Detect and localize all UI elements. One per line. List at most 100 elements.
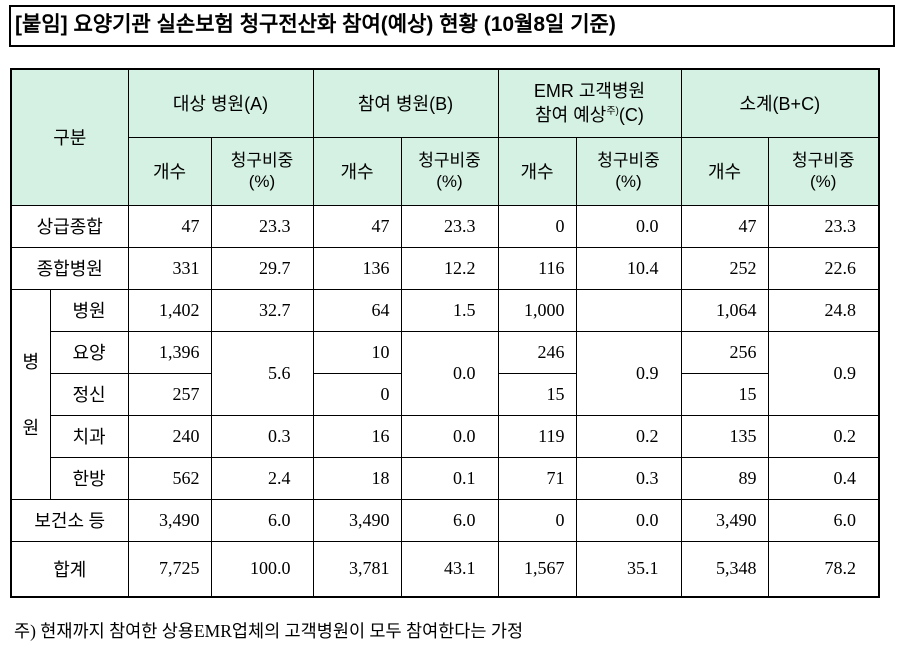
table-row-sanggeup: 상급종합 47 23.3 47 23.3 0 0.0 47 23.3 — [10, 204, 880, 248]
cell-c-count: 71 — [497, 456, 577, 500]
table-row-chigwa: 치과 240 0.3 16 0.0 119 0.2 135 0.2 — [11, 414, 880, 458]
table-row-byeongwon: 병 원 병원 1,402 32.7 64 1.5 1,000 1,064 24.… — [10, 288, 880, 500]
header-participating-hospital: 참여 병원(B) — [312, 68, 499, 138]
cell-b-share: 6.0 — [400, 498, 499, 542]
cell-a-share: 32.7 — [210, 288, 314, 332]
cell-c-share: 0.2 — [575, 414, 682, 458]
title-box: [붙임] 요양기관 실손보험 청구전산화 참여(예상) 현황 (10월8일 기준… — [9, 5, 895, 47]
cell-c-share-empty — [575, 288, 682, 332]
cell-bc-share: 0.4 — [767, 456, 880, 500]
cell-b-count: 3,781 — [312, 540, 402, 598]
header-row-2: 개수 청구비중 (%) 개수 청구비중 (%) 개수 청구비중 (%) 개수 청… — [11, 136, 880, 206]
cell-bc-count: 256 — [680, 330, 769, 374]
participation-status-table: 구분 대상 병원(A) 참여 병원(B) EMR 고객병원 참여 예상주)(C)… — [10, 68, 880, 598]
header-b-share: 청구비중 (%) — [400, 136, 499, 206]
cell-bc-share: 23.3 — [767, 204, 880, 248]
header-c-share-line1: 청구비중 — [597, 151, 660, 170]
cell-a-share: 6.0 — [210, 498, 314, 542]
header-b-share-line1: 청구비중 — [418, 151, 481, 170]
cell-bc-count: 89 — [680, 456, 769, 500]
cell-a-share: 2.4 — [210, 456, 314, 500]
cell-b-count: 16 — [312, 414, 402, 458]
cell-bc-count: 15 — [680, 372, 769, 416]
cell-a-count: 7,725 — [127, 540, 212, 598]
cell-c-count: 1,567 — [497, 540, 577, 598]
header-bc-share: 청구비중 (%) — [767, 136, 880, 206]
header-emr-line2-suffix: (C) — [618, 105, 644, 126]
row-label: 상급종합 — [10, 204, 129, 248]
header-c-share-line2: (%) — [615, 172, 642, 191]
group-label-hospital: 병 원 — [10, 288, 51, 500]
page-title: [붙임] 요양기관 실손보험 청구전산화 참여(예상) 현황 (10월8일 기준… — [15, 13, 616, 36]
header-subtotal: 소계(B+C) — [680, 68, 880, 138]
cell-b-count: 18 — [312, 456, 402, 500]
header-emr-line1: EMR 고객병원 — [533, 81, 646, 102]
cell-b-count: 10 — [312, 330, 402, 374]
cell-bc-share-merged: 0.9 — [767, 330, 880, 416]
cell-b-count: 64 — [312, 288, 402, 332]
cell-bc-count: 1,064 — [680, 288, 769, 332]
header-a-share-line2: (%) — [248, 172, 276, 191]
cell-a-count: 240 — [127, 414, 212, 458]
row-sublabel: 병원 — [49, 288, 129, 332]
cell-b-share: 0.1 — [400, 456, 499, 500]
row-sublabel: 한방 — [49, 456, 129, 500]
cell-c-count: 1,000 — [497, 288, 577, 332]
table-row-hanbang: 한방 562 2.4 18 0.1 71 0.3 89 0.4 — [11, 456, 880, 500]
cell-a-count: 562 — [127, 456, 212, 500]
cell-c-count: 0 — [497, 204, 577, 248]
cell-b-count: 3,490 — [312, 498, 402, 542]
header-gubun: 구분 — [10, 68, 129, 206]
cell-c-share: 0.0 — [575, 498, 682, 542]
cell-a-share: 100.0 — [210, 540, 314, 598]
cell-b-share: 12.2 — [400, 246, 499, 290]
header-target-hospital: 대상 병원(A) — [127, 68, 314, 138]
header-a-count: 개수 — [127, 136, 212, 206]
header-bc-share-line1: 청구비중 — [791, 151, 855, 170]
header-row-1: 구분 대상 병원(A) 참여 병원(B) EMR 고객병원 참여 예상주)(C)… — [10, 68, 880, 206]
cell-a-share: 0.3 — [210, 414, 314, 458]
header-c-share: 청구비중 (%) — [575, 136, 682, 206]
header-emr-line2: 참여 예상 — [535, 105, 607, 126]
cell-a-count: 1,402 — [127, 288, 212, 332]
cell-b-share-merged: 0.0 — [400, 330, 499, 416]
cell-c-share-merged: 0.9 — [575, 330, 682, 416]
cell-c-count: 0 — [497, 498, 577, 542]
footnote: 주) 현재까지 참여한 상용EMR업체의 고객병원이 모두 참여한다는 가정 — [14, 621, 524, 641]
header-b-share-line2: (%) — [436, 172, 463, 191]
row-sublabel: 요양 — [49, 330, 129, 374]
cell-b-count: 136 — [312, 246, 402, 290]
cell-c-share: 10.4 — [575, 246, 682, 290]
cell-b-share: 0.0 — [400, 414, 499, 458]
cell-bc-count: 135 — [680, 414, 769, 458]
cell-b-share: 23.3 — [400, 204, 499, 248]
cell-a-count: 47 — [127, 204, 212, 248]
cell-bc-share: 22.6 — [767, 246, 880, 290]
cell-bc-share: 0.2 — [767, 414, 880, 458]
row-label: 합계 — [10, 540, 129, 598]
cell-bc-count: 3,490 — [680, 498, 769, 542]
cell-a-share-merged: 5.6 — [210, 330, 314, 416]
header-bc-share-line2: (%) — [810, 172, 837, 191]
cell-bc-count: 5,348 — [680, 540, 769, 598]
table-row-yoyang: 요양 1,396 5.6 10 0.0 246 0.9 256 0.9 — [11, 330, 880, 416]
table-row-total: 합계 7,725 100.0 3,781 43.1 1,567 35.1 5,3… — [10, 540, 880, 598]
cell-bc-count: 252 — [680, 246, 769, 290]
cell-b-count: 0 — [312, 372, 402, 416]
emr-footnote-marker: 주) — [606, 106, 619, 118]
cell-bc-count: 47 — [680, 204, 769, 248]
cell-c-share: 0.0 — [575, 204, 682, 248]
cell-c-share: 0.3 — [575, 456, 682, 500]
cell-a-count: 3,490 — [127, 498, 212, 542]
cell-a-share: 23.3 — [210, 204, 314, 248]
cell-a-count: 331 — [127, 246, 212, 290]
header-a-share: 청구비중 (%) — [210, 136, 314, 206]
table-row-jonghap: 종합병원 331 29.7 136 12.2 116 10.4 252 22.6 — [10, 246, 880, 290]
header-bc-count: 개수 — [680, 136, 769, 206]
table-row-bogeonso: 보건소 등 3,490 6.0 3,490 6.0 0 0.0 3,490 6.… — [10, 498, 880, 542]
table-row-jeongsin: 정신 257 0 15 15 — [11, 372, 879, 416]
header-emr-expected: EMR 고객병원 참여 예상주)(C) — [497, 68, 682, 138]
header-c-count: 개수 — [497, 136, 577, 206]
row-sublabel: 정신 — [49, 372, 129, 416]
